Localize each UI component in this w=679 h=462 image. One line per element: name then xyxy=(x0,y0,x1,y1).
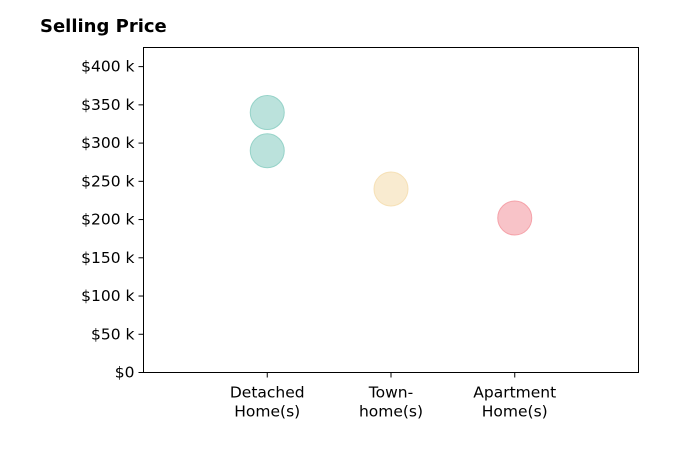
y-axis: $0 $50 k $100 k $150 k $200 k $250 k $300 k $35… xyxy=(81,58,144,382)
x-tick-label: Detached Home(s) xyxy=(230,384,305,421)
x-tick-label-line: Apartment xyxy=(473,384,556,402)
x-tick-label: Apartment Home(s) xyxy=(473,384,556,421)
y-tick-label: $150 k xyxy=(81,249,134,267)
x-tick-label-line: Home(s) xyxy=(234,403,300,421)
x-tick-label-line: Detached xyxy=(230,384,305,402)
y-tick-label: $400 k xyxy=(81,58,134,76)
y-tick-label: $350 k xyxy=(81,96,134,114)
plot-area-frame xyxy=(143,47,639,373)
y-tick-label: $50 k xyxy=(91,325,135,343)
x-axis: Detached Home(s)Town-home(s)Apartment Home… xyxy=(230,372,556,421)
x-tick-label-line: Town- xyxy=(368,384,413,402)
data-points xyxy=(249,95,533,236)
data-point xyxy=(373,171,409,207)
chart-title: Selling Price xyxy=(40,16,167,37)
y-tick-label: $300 k xyxy=(81,134,134,152)
y-tick-label: $0 xyxy=(115,364,135,382)
y-tick-label: $100 k xyxy=(81,287,134,305)
y-tick-label: $200 k xyxy=(81,211,134,229)
x-tick-label-line: Home(s) xyxy=(482,403,548,421)
x-tick-label-line: home(s) xyxy=(359,403,423,421)
data-point xyxy=(497,200,533,236)
x-tick-label: Town-home(s) xyxy=(359,384,423,421)
data-point xyxy=(249,95,285,130)
y-tick-label: $250 k xyxy=(81,172,134,190)
data-point xyxy=(249,133,285,169)
